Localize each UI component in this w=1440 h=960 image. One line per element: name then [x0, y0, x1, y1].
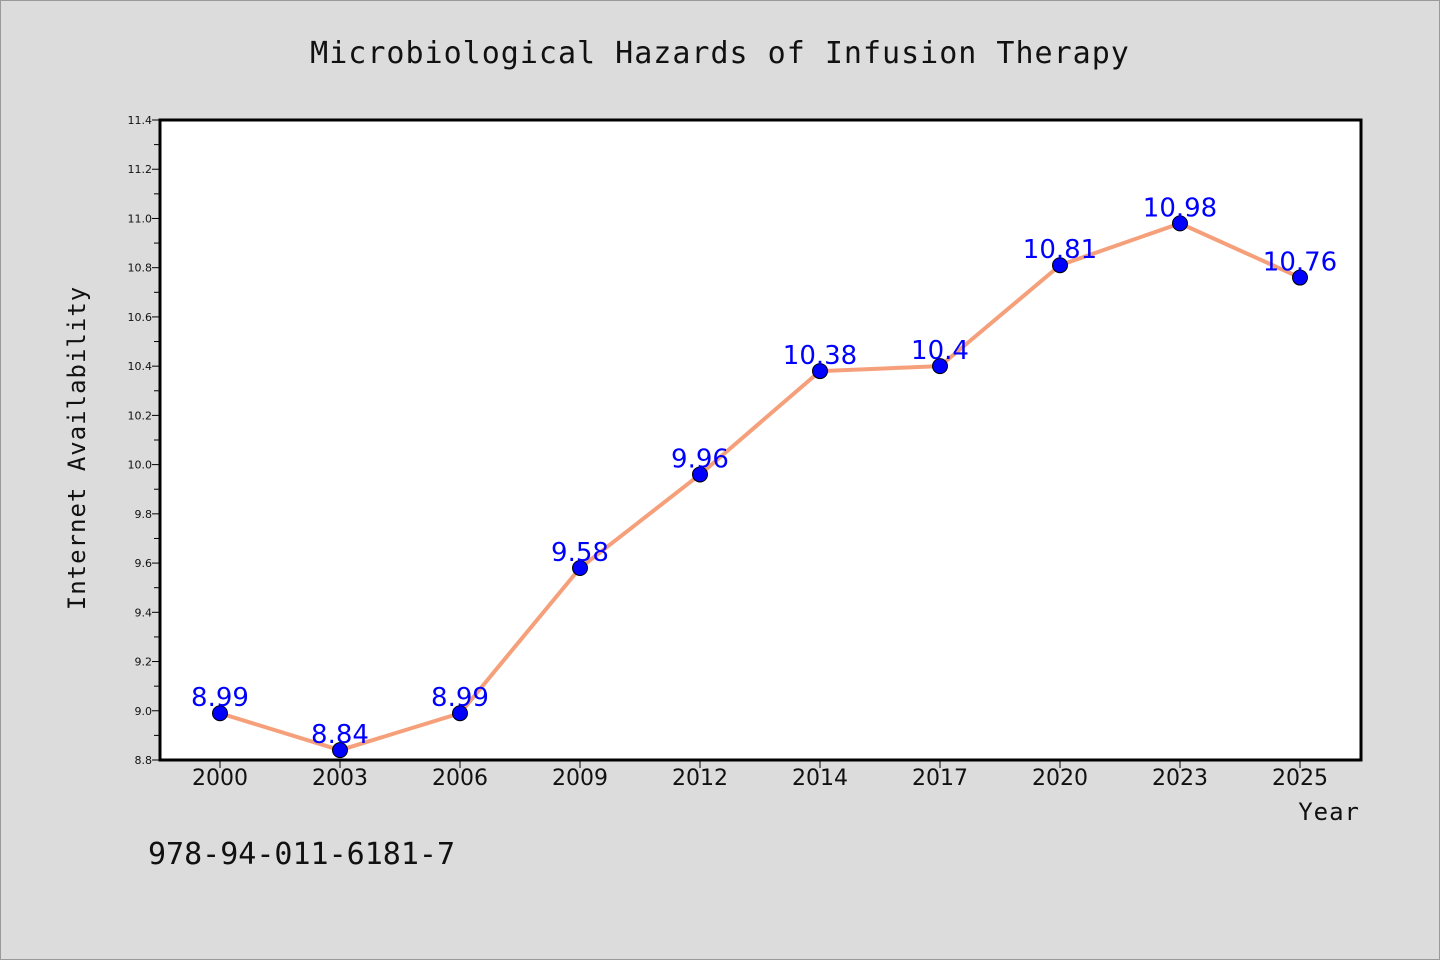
data-point	[212, 705, 228, 722]
data-point	[572, 560, 588, 576]
y-tick-label: 10.0	[128, 459, 153, 472]
data-point	[1172, 215, 1188, 232]
y-tick-label: 9.0	[135, 705, 153, 718]
y-tick-label: 9.2	[135, 656, 153, 669]
x-tick-label: 2014	[792, 766, 848, 791]
x-tick-label: 2023	[1152, 766, 1208, 791]
data-label: 8.84	[311, 720, 369, 750]
data-point	[812, 363, 828, 380]
y-tick-label: 10.6	[128, 311, 153, 324]
x-tick-label: 2009	[552, 766, 608, 791]
y-tick-label: 10.2	[128, 409, 153, 422]
data-point	[452, 705, 468, 722]
isbn-footer: 978-94-011-6181-7	[148, 837, 455, 872]
y-axis-title: Internet Availability	[63, 286, 91, 610]
plot-area	[158, 118, 1363, 762]
y-tick-label: 9.8	[135, 508, 153, 521]
y-tick-label: 10.8	[128, 262, 153, 275]
x-tick-label: 2020	[1032, 766, 1088, 791]
x-tick-label: 2003	[312, 766, 368, 791]
data-point	[692, 466, 708, 483]
x-tick-label: 2012	[672, 766, 728, 791]
data-labels: 8.99 8.84 8.99 9.58 9.96 10.38 10.4 10.81 10.98 1…	[191, 193, 1337, 750]
data-label: 10.4	[911, 336, 969, 366]
data-label: 10.38	[783, 341, 857, 371]
data-label: 8.99	[431, 683, 489, 713]
y-axis: 8.8 9.0 9.2 9.4 9.6 9.8 10.0 10.2 10.4 10.6 10.8 11…	[128, 114, 160, 767]
y-tick-label: 11.0	[128, 212, 153, 225]
chart-title: Microbiological Hazards of Infusion Ther…	[310, 36, 1130, 71]
x-axis-title: Year	[1298, 798, 1360, 826]
series-line	[219, 221, 1301, 753]
y-tick-label: 8.8	[135, 754, 153, 767]
x-tick-label: 2017	[912, 766, 968, 791]
x-axis: 2000 2003 2006 2009 2012 2014 2017 2020 2023 2025	[192, 760, 1328, 791]
data-label: 9.96	[671, 444, 729, 474]
x-tick-label: 2025	[1272, 766, 1328, 791]
y-tick-label: 10.4	[128, 360, 153, 373]
data-label: 10.98	[1143, 193, 1217, 223]
y-tick-label: 9.4	[135, 606, 153, 619]
data-point	[932, 358, 948, 375]
y-tick-label: 9.6	[135, 557, 153, 570]
data-label: 10.81	[1023, 235, 1097, 265]
data-point	[1292, 269, 1308, 286]
data-label: 10.76	[1263, 248, 1337, 278]
data-label: 9.58	[551, 538, 609, 568]
data-point	[332, 742, 348, 759]
x-tick-label: 2000	[192, 766, 248, 791]
data-point	[1052, 257, 1068, 274]
y-tick-label: 11.2	[128, 163, 153, 176]
x-tick-label: 2006	[432, 766, 488, 791]
data-label: 8.99	[191, 683, 249, 713]
y-tick-label: 11.4	[128, 114, 153, 127]
series-layer	[212, 215, 1308, 759]
